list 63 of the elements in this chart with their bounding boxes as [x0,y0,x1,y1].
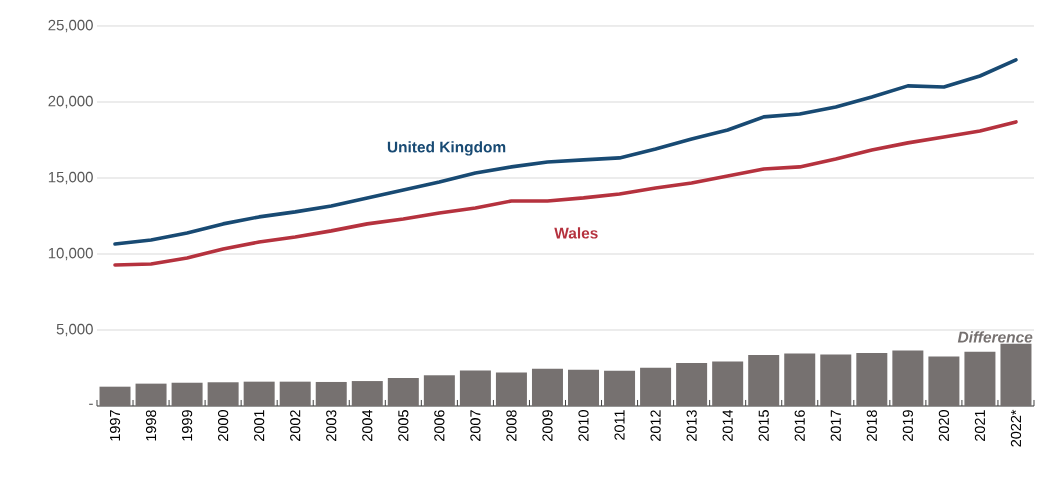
line-series [113,120,1018,267]
bar [640,367,672,406]
bar [784,353,816,406]
bar [351,381,383,406]
x-tick-label: 2003 [326,410,337,441]
series-label: Difference [957,331,1033,343]
x-tick-label: 2011 [614,410,625,440]
x-tick-label: 2012 [650,410,661,441]
x-tick-label: 1997 [109,410,121,441]
bar [279,381,311,406]
bar [856,352,888,406]
x-tick-label: 2019 [902,410,913,441]
x-tick-label: 2010 [578,410,589,441]
y-tick-label: 10,000 [48,247,93,261]
x-tick-label: 1998 [145,410,157,441]
x-tick-label: 2020 [938,410,950,441]
x-tick-label: 2014 [722,409,733,441]
x-tick-label: 2018 [866,410,877,441]
bar [207,382,239,406]
series-label: United Kingdom [387,141,506,156]
line-series [113,58,1018,246]
x-tick-label: 2007 [470,410,481,441]
x-tick-label: 2021 [974,410,986,441]
x-tick-label: 2002 [290,410,301,441]
y-tick-label: - [89,403,93,405]
y-tick-label: 5,000 [56,323,93,337]
bar [243,381,275,406]
bar [99,386,131,406]
bar [387,378,419,406]
y-tick-label: 15,000 [48,171,93,185]
x-tick-label: 2016 [794,410,805,441]
bar [495,372,527,406]
bar [964,351,996,406]
x-tick-label: 2006 [434,410,445,441]
x-tick-label: 2004 [362,409,373,441]
bar [531,368,563,406]
x-tick-label: 1999 [181,410,193,441]
bar [1000,343,1032,406]
series-label: Wales [554,227,598,239]
bar [135,383,167,406]
bar [928,356,960,406]
bar [604,370,636,406]
bar [892,350,924,406]
x-tick-label: 2005 [398,410,409,441]
bar [568,369,600,406]
bar [459,370,491,406]
x-tick-label: 2017 [830,410,841,441]
x-tick-label: 2001 [254,410,265,441]
x-tick-label: 2013 [686,410,697,441]
bar [748,354,780,406]
bar [820,354,852,406]
y-tick-label: 25,000 [48,19,93,33]
x-tick-label: 2000 [218,410,229,441]
bar [315,381,347,406]
bar [712,361,744,406]
bar [423,375,455,406]
y-tick-label: 20,000 [48,95,93,109]
x-tick-label: 2009 [542,410,553,441]
x-tick-label: 2008 [506,410,517,441]
x-tick-label: 2022* [1010,409,1022,447]
x-tick-label: 2015 [758,410,769,441]
bar [171,382,203,406]
bar [676,362,708,406]
